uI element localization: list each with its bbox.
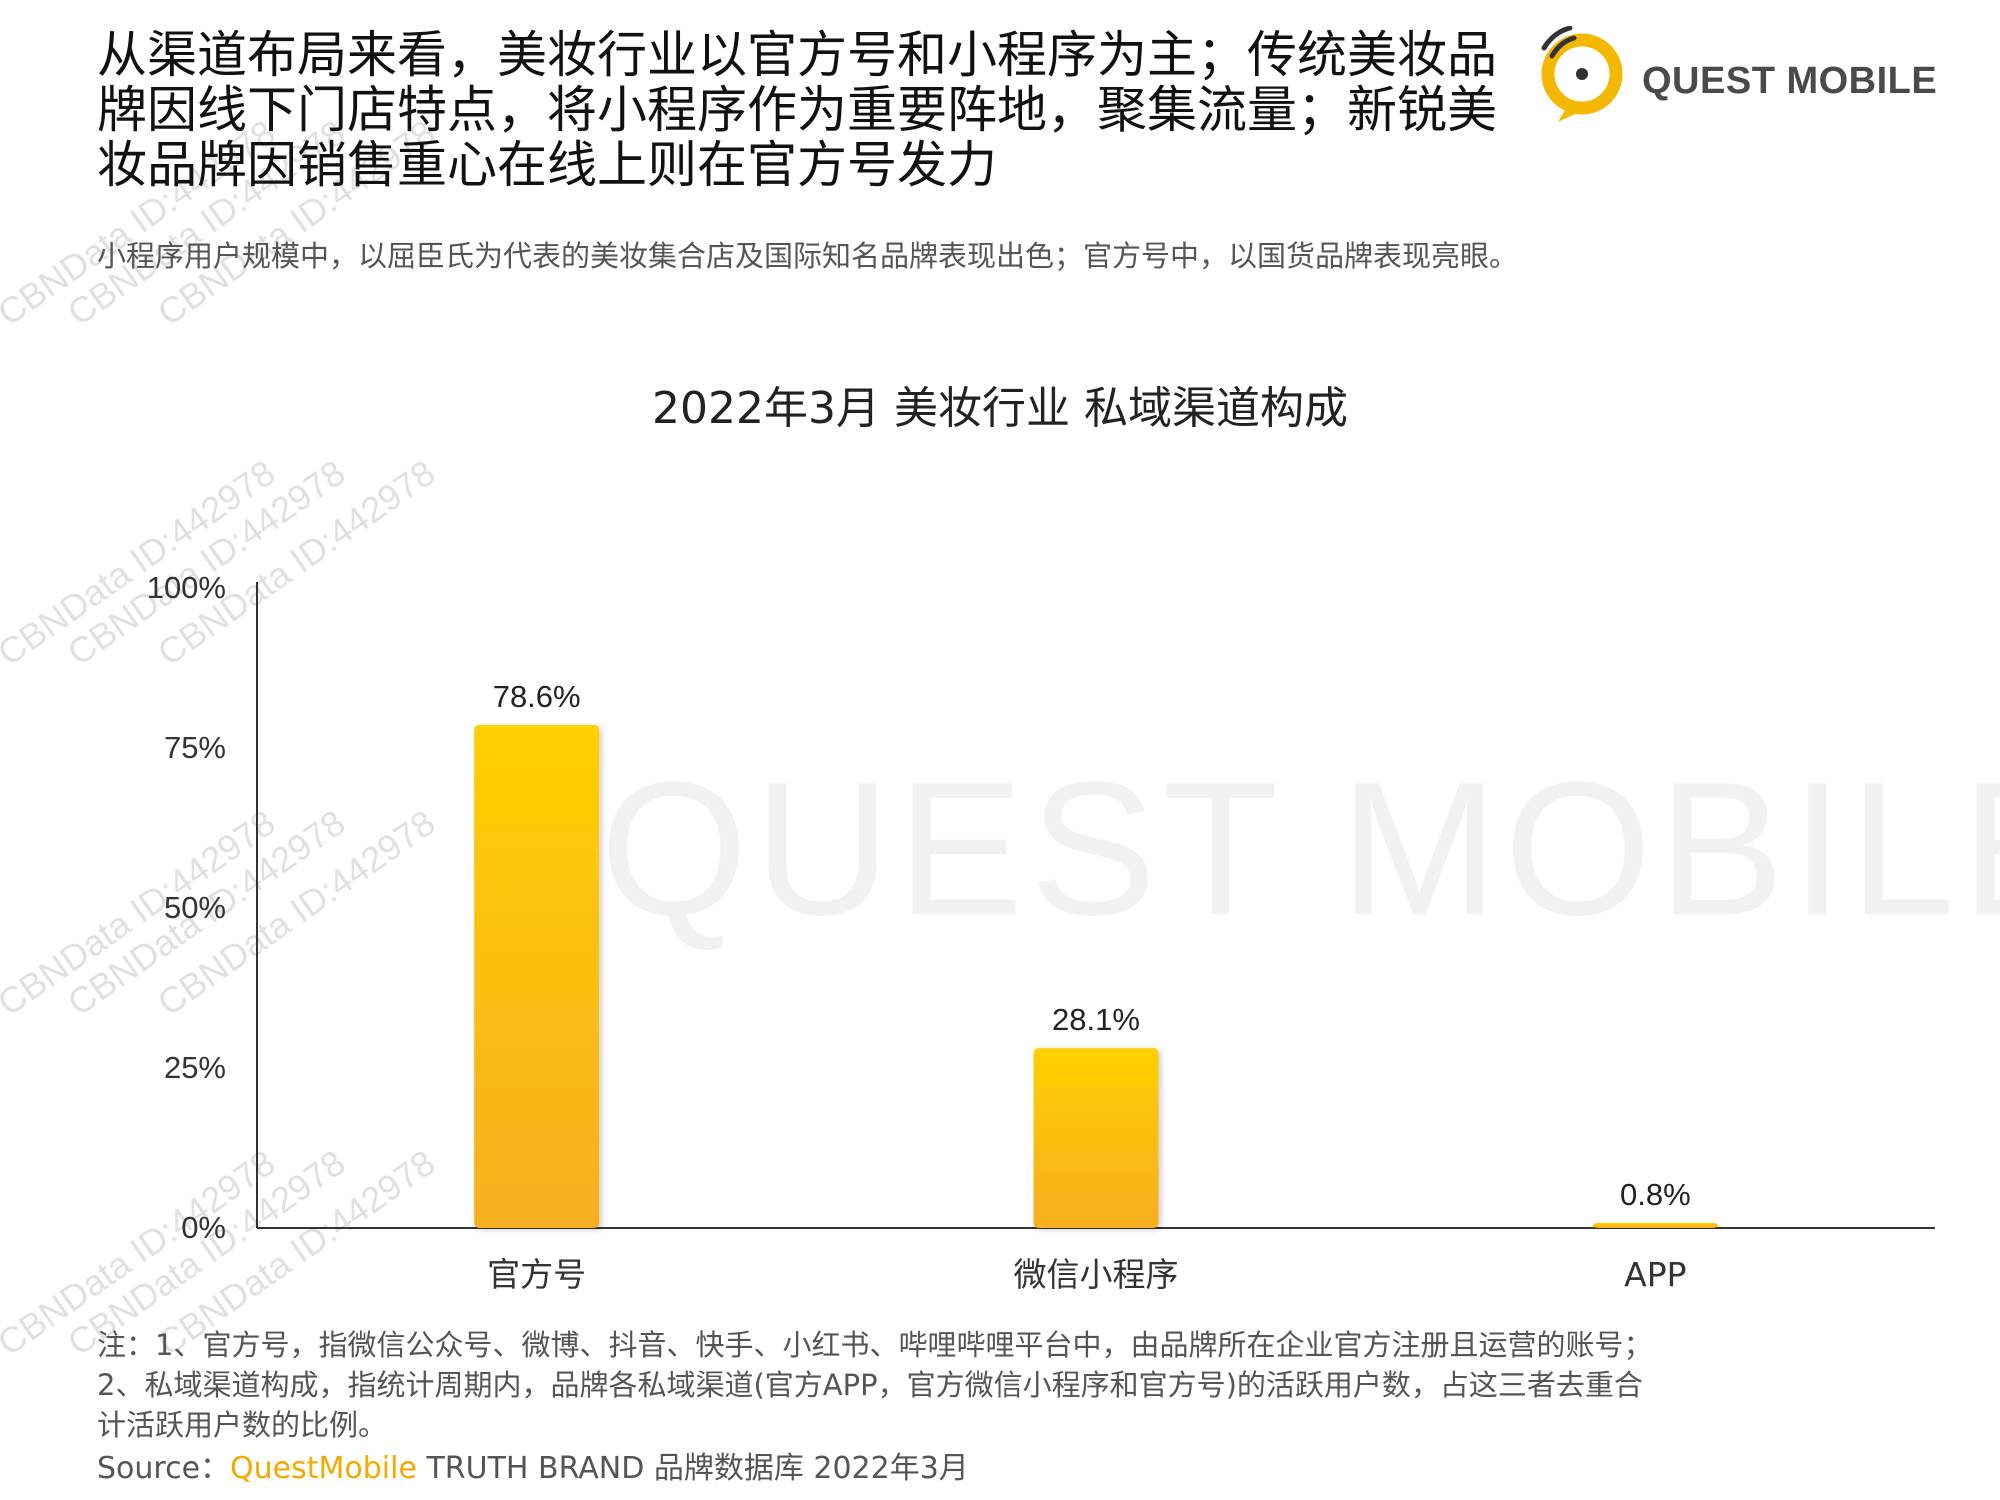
bar-data-label: 28.1% [1052,1002,1140,1037]
footnote-line: 2、私域渠道构成，指统计周期内，品牌各私域渠道(官方APP，官方微信小程序和官方… [97,1368,1643,1402]
y-tick-label: 75% [164,730,226,765]
source-line: Source：QuestMobile TRUTH BRAND 品牌数据库 202… [97,1443,969,1487]
y-tick-label: 25% [164,1050,226,1085]
footnote-line: 计活跃用户数的比例。 [97,1408,388,1442]
y-tick-label: 0% [181,1210,226,1245]
page-headline: 从渠道布局来看，美妆行业以官方号和小程序为主；传统美妆品牌因线下门店特点，将小程… [97,26,1497,194]
page-subheadline: 小程序用户规模中，以屈臣氏为代表的美妆集合店及国际知名品牌表现出色；官方号中，以… [97,239,1519,273]
bar [1592,1222,1718,1228]
footnote: 注：1、官方号，指微信公众号、微博、抖音、快手、小红书、哔哩哔哩平台中，由品牌所… [97,1325,1947,1445]
questmobile-logo: QUEST MOBILE [1530,25,1950,126]
source-brand: QuestMobile [230,1451,417,1486]
bar-data-label: 0.8% [1620,1177,1691,1212]
bar [474,724,600,1228]
x-category-label: 微信小程序 [1014,1255,1179,1294]
bar-data-label: 78.6% [493,679,581,714]
y-tick-label: 100% [147,570,226,605]
footnote-line: 注：1、官方号，指微信公众号、微博、抖音、快手、小红书、哔哩哔哩平台中，由品牌所… [97,1328,1653,1362]
chart-title: 2022年3月 美妆行业 私域渠道构成 [652,383,1348,434]
logo-wordmark: QUEST MOBILE [1642,60,1938,102]
y-tick-label: 50% [164,890,226,925]
bar [1033,1048,1159,1228]
source-rest: TRUTH BRAND 品牌数据库 2022年3月 [416,1451,969,1486]
x-category-label: APP [1624,1255,1686,1294]
logo-mark-icon [1541,25,1623,122]
x-category-label: 官方号 [487,1255,586,1294]
source-prefix: Source： [97,1451,231,1486]
